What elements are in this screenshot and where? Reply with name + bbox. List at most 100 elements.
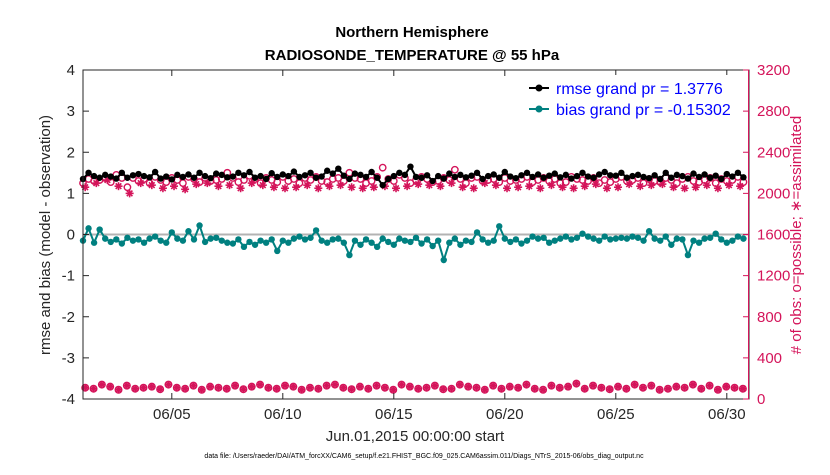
obs-assimilated-point [258, 181, 267, 190]
rmse-point [351, 170, 359, 177]
bias-point [484, 239, 492, 246]
obs-assimilated-point [325, 182, 334, 191]
bias-point [368, 239, 375, 246]
obs-low-point [81, 383, 90, 392]
rmse-point [146, 174, 153, 181]
rmse-point [462, 174, 470, 181]
rmse-point [734, 169, 742, 177]
rmse-point [718, 175, 725, 183]
obs-low-point [455, 380, 464, 389]
rmse-point [418, 174, 425, 181]
bias-point [196, 222, 203, 229]
rmse-point [579, 169, 586, 177]
bias-point [257, 237, 264, 244]
rmse-point [90, 172, 98, 180]
obs-low-point [572, 379, 581, 388]
bias-point [673, 235, 681, 242]
bias-point [346, 251, 353, 259]
obs-assimilated-point [580, 182, 589, 191]
obs-possible-point [561, 178, 570, 186]
rmse-point [540, 174, 547, 181]
bias-point [312, 227, 320, 234]
bias-point [723, 239, 730, 246]
rmse-point [368, 168, 375, 176]
bias-point [146, 235, 153, 242]
rmse-point [657, 175, 664, 183]
rmse-point [296, 173, 303, 181]
rmse-point [712, 172, 719, 179]
obs-low-point [222, 384, 231, 393]
obs-assimilated-point [680, 184, 689, 193]
obs-assimilated-point [547, 181, 556, 190]
rmse-point [185, 171, 192, 178]
obs-low-point [189, 381, 198, 390]
rmse-point [96, 174, 103, 181]
bias-point [740, 235, 747, 242]
obs-low-point [314, 384, 323, 393]
rmse-point [190, 174, 198, 181]
rmse-point [429, 177, 436, 185]
right-tick-label: 2400 [757, 144, 790, 161]
bias-point [423, 236, 431, 243]
rmse-point [706, 174, 714, 181]
rmse-point [279, 171, 286, 178]
obs-low-point [564, 382, 573, 391]
rmse-point [523, 169, 531, 177]
legend: rmse grand pr = 1.3776 bias grand pr = -… [526, 75, 743, 119]
bias-point [229, 240, 237, 247]
bias-point [523, 237, 531, 244]
obs-assimilated-point [569, 184, 578, 193]
bias-point [185, 228, 192, 235]
obs-low-point [156, 385, 165, 394]
rmse-point [695, 173, 703, 181]
bias-point [579, 230, 586, 237]
rmse-point [301, 172, 309, 179]
obs-assimilated-point [192, 180, 201, 189]
bias-point [534, 235, 542, 242]
bias-point [546, 239, 553, 246]
bias-point [662, 233, 669, 240]
rmse-point [346, 175, 353, 183]
obs-assimilated-point [292, 183, 301, 192]
bias-point [235, 236, 242, 243]
obs-low-point [638, 383, 647, 392]
rmse-point [451, 173, 459, 181]
x-axis: 06/05 06/10 06/15 06/20 06/25 06/30 [153, 70, 746, 423]
rmse-point [401, 171, 409, 179]
rmse-point [324, 167, 331, 174]
obs-possible-point [450, 165, 459, 174]
obs-low-point [231, 381, 240, 390]
rmse-point [129, 172, 137, 179]
bias-point [435, 237, 442, 244]
obs-low-point [330, 380, 339, 389]
right-axis: 0 400 800 1200 1600 2000 2400 2800 3200 [743, 62, 790, 408]
left-tick-label: -1 [62, 268, 75, 285]
rmse-point [507, 173, 514, 180]
rmse-point [679, 172, 686, 180]
obs-low-point [305, 383, 314, 392]
obs-assimilated-point [181, 185, 190, 194]
rmse-point [496, 174, 503, 181]
footer-data-file: data file: /Users/raeder/DAI/ATM_forcXX/… [204, 453, 644, 460]
obs-assimilated-point [125, 189, 134, 198]
obs-low-point [472, 383, 481, 392]
bias-point [218, 237, 225, 244]
rmse-point [373, 174, 381, 181]
x-tick-label: 06/05 [153, 406, 191, 423]
right-tick-label: 2800 [757, 103, 790, 120]
bias-point [479, 236, 486, 243]
rmse-point [573, 172, 581, 180]
bias-point [607, 236, 614, 243]
rmse-point [684, 175, 692, 182]
bias-point [462, 237, 470, 244]
bias-point [85, 225, 92, 232]
bias-point [307, 234, 314, 241]
obs-low-point [122, 381, 131, 390]
obs-assimilated-point [147, 181, 156, 190]
obs-low-point [597, 383, 606, 392]
bias-point [557, 235, 564, 242]
rmse-point [257, 172, 264, 180]
rmse-point [740, 174, 747, 181]
rmse-point [723, 170, 730, 178]
